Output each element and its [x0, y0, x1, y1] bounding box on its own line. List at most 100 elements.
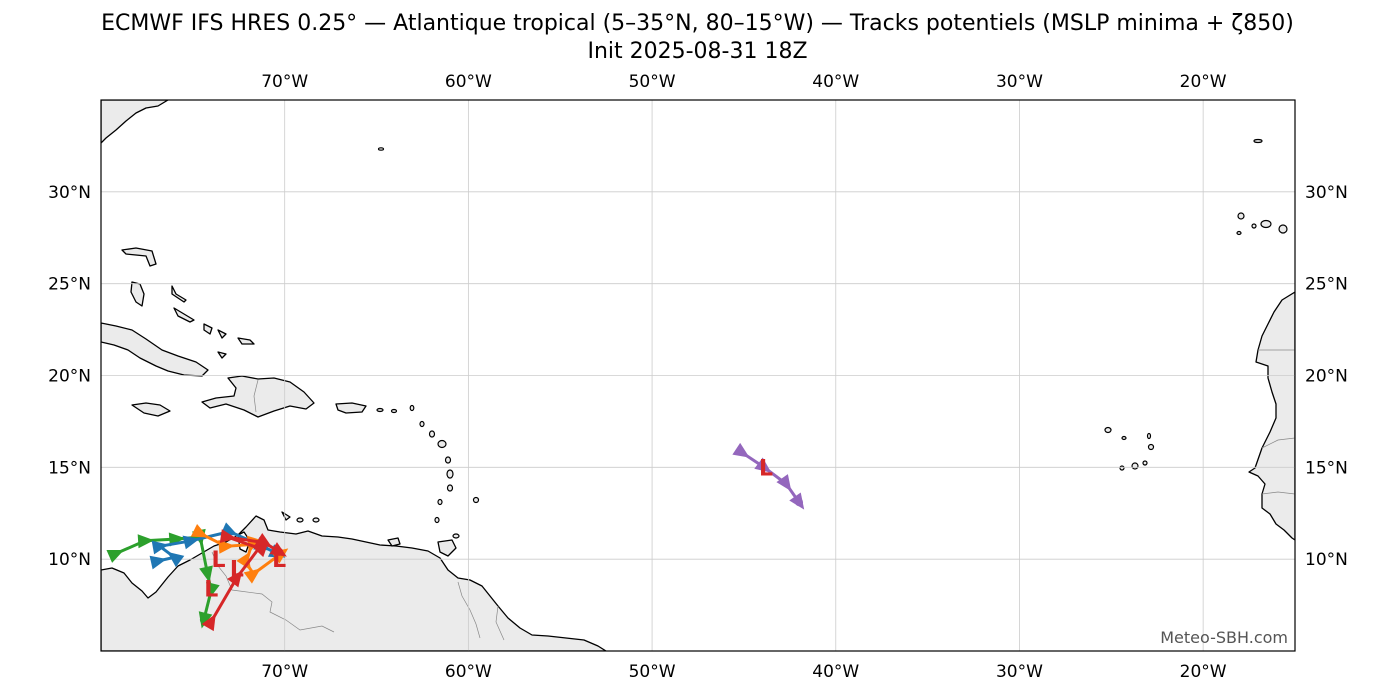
lon-tick-label-bottom: 20°W [1180, 662, 1227, 682]
track-point-marker [218, 539, 235, 554]
lat-tick-label-right: 20°N [1305, 367, 1348, 387]
lon-tick-label-top: 60°W [445, 72, 492, 92]
island-anguilla [390, 408, 398, 414]
lat-tick-label-right: 15°N [1305, 458, 1348, 478]
lat-tick-label-right: 25°N [1305, 275, 1348, 295]
track-point-marker [182, 535, 200, 550]
country-borders [211, 349, 1295, 641]
lat-tick-label-left: 10°N [48, 550, 91, 570]
lat-tick-label-right: 30°N [1305, 183, 1348, 203]
island-cape-verde-1 [1104, 426, 1112, 434]
island-canary-4 [1278, 224, 1288, 234]
low-pressure-marker: L [230, 557, 244, 582]
track-point-marker [269, 542, 287, 557]
island-lesser-antilles-1 [409, 404, 415, 412]
island-curacao [312, 517, 320, 523]
island-st-lucia [446, 484, 454, 492]
island-margarita [387, 537, 401, 547]
track-point-marker [199, 565, 213, 583]
island-cape-verde-5 [1119, 465, 1125, 471]
island-st-vincent [437, 498, 443, 506]
island-bermuda [377, 147, 385, 151]
track-point-marker [190, 524, 209, 538]
island-lesser-antilles-2 [419, 420, 425, 428]
island-bahamas-c [217, 329, 227, 339]
island-madeira [1253, 138, 1263, 144]
island-puerto-rico [335, 402, 367, 414]
island-bahamas-a [173, 307, 195, 323]
island-canary-2 [1251, 223, 1257, 229]
track-point-marker [106, 550, 124, 563]
island-abaco [121, 247, 157, 267]
island-cuba [101, 322, 209, 377]
track-line-0 [740, 451, 801, 504]
africa-layer [1248, 291, 1295, 541]
lon-tick-label-bottom: 50°W [629, 662, 676, 682]
track-point-marker [206, 581, 220, 600]
island-canary-1 [1237, 212, 1245, 220]
track-point-marker [151, 540, 169, 555]
track-point-marker [254, 532, 273, 548]
track-point-marker [201, 613, 216, 632]
island-bahamas-b [203, 323, 213, 335]
island-lesser-antilles-3 [428, 430, 436, 438]
track-point-marker [732, 442, 750, 458]
island-cape-verde-2 [1121, 435, 1127, 441]
island-cape-verde-7 [1142, 460, 1148, 466]
lon-tick-label-top: 20°W [1180, 72, 1227, 92]
island-trinidad [437, 539, 457, 557]
track-point-marker [754, 457, 772, 473]
track-point-marker [789, 492, 805, 510]
track-point-marker [167, 551, 185, 568]
track-point-marker [219, 529, 237, 544]
lon-tick-label-bottom: 60°W [445, 662, 492, 682]
island-cape-verde-4 [1147, 443, 1155, 451]
island-canary-3 [1260, 219, 1272, 229]
island-aruba [296, 517, 304, 523]
axis-tick-labels: 70°W 70°W 60°W 60°W 50°W 50°W 40°W 40°W 30°W 30°W… [48, 72, 1348, 682]
lon-tick-label-top: 40°W [812, 72, 859, 92]
low-pressure-marker: L [204, 578, 218, 603]
island-martinique [446, 469, 454, 479]
island-cape-verde-3 [1146, 432, 1152, 440]
island-guadeloupe [437, 439, 447, 449]
track-point-marker [137, 534, 155, 549]
island-jamaica [131, 402, 171, 417]
landmass-florida [101, 100, 169, 144]
land-layer [101, 100, 607, 651]
landmass-africa [1248, 291, 1295, 541]
lat-tick-label-right: 10°N [1305, 550, 1348, 570]
lon-tick-label-top: 30°W [996, 72, 1043, 92]
track-point-marker [776, 474, 792, 492]
island-canary-5 [1236, 230, 1242, 236]
credit-label: Meteo-SBH.com [1160, 628, 1288, 647]
island-tobago [452, 533, 460, 539]
lat-tick-label-left: 20°N [48, 367, 91, 387]
landmass-south-america [101, 515, 607, 651]
storm-tracks: LLL LL [106, 442, 805, 632]
lat-tick-label-left: 30°N [48, 183, 91, 203]
low-pressure-marker: L [272, 548, 286, 573]
island-virgin [376, 407, 384, 413]
map-subtitle: Init 2025-08-31 18Z [587, 39, 808, 64]
low-pressure-marker: L [759, 456, 773, 481]
lon-tick-label-bottom: 30°W [996, 662, 1043, 682]
lat-tick-label-left: 25°N [48, 275, 91, 295]
island-cape-verde-6 [1131, 462, 1139, 470]
track-point-marker [227, 570, 243, 588]
island-bahamas-d [237, 337, 255, 345]
island-barbados [472, 496, 480, 504]
low-pressure-marker: L [212, 548, 226, 573]
lat-tick-label-left: 15°N [48, 458, 91, 478]
small-islands [296, 138, 1288, 539]
lon-tick-label-bottom: 70°W [261, 662, 308, 682]
island-bahamas-e [217, 351, 227, 359]
graticule [101, 100, 1295, 651]
track-point-marker [243, 568, 261, 584]
track-point-marker [149, 555, 167, 570]
island-grenada [434, 516, 440, 524]
island-hispaniola [201, 375, 315, 418]
map-title: ECMWF IFS HRES 0.25° — Atlantique tropic… [101, 11, 1294, 36]
track-point-marker [250, 543, 268, 558]
